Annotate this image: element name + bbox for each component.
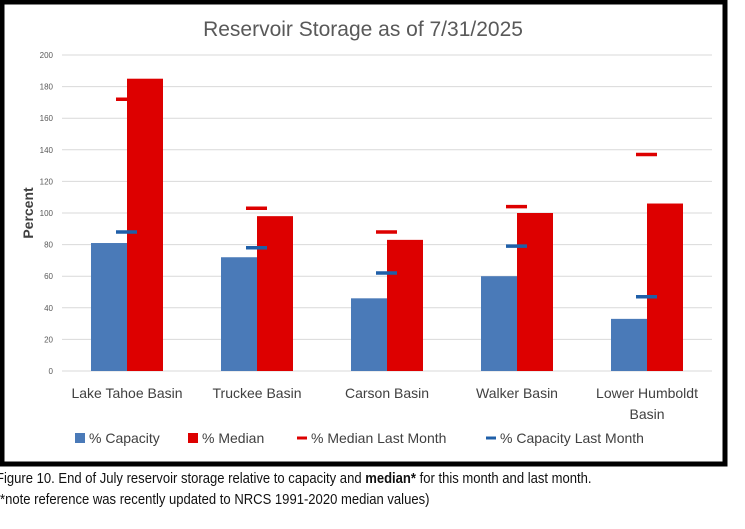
bar-median [387, 239, 423, 371]
bar-capacity [611, 318, 647, 371]
x-tick-label: Carson Basin [345, 385, 429, 401]
bar-median [127, 78, 163, 371]
y-tick-label: 180 [40, 83, 54, 92]
caption-text-end: for this month and last month. [415, 471, 592, 487]
y-tick-label: 120 [40, 177, 54, 186]
x-tick-label: Truckee Basin [213, 385, 302, 401]
bar-capacity [481, 276, 517, 371]
legend-label: % Median [202, 430, 264, 446]
bar-capacity [91, 243, 127, 371]
caption-bold: median* [365, 471, 416, 487]
y-tick-label: 20 [44, 335, 53, 344]
y-tick-label: 0 [49, 367, 54, 376]
bar-median [257, 216, 293, 371]
legend-label: % Capacity Last Month [500, 430, 644, 446]
figure-caption-line-2: *note reference was recently updated to … [0, 492, 429, 508]
bar-median [517, 213, 553, 371]
bar-capacity [351, 298, 387, 371]
y-tick-label: 140 [40, 146, 54, 155]
y-axis-label: Percent [20, 187, 36, 239]
bar-capacity [221, 257, 257, 371]
chart-title: Reservoir Storage as of 7/31/2025 [203, 18, 523, 41]
y-tick-label: 100 [40, 209, 54, 218]
legend-label: % Capacity [89, 430, 160, 446]
y-tick-label: 40 [44, 304, 53, 313]
y-tick-label: 60 [44, 272, 53, 281]
bar-median [647, 203, 683, 371]
y-tick-label: 160 [40, 114, 54, 123]
caption-text: Figure 10. End of July reservoir storage… [0, 471, 366, 487]
figure-caption-line-1: Figure 10. End of July reservoir storage… [0, 471, 592, 487]
y-tick-label: 200 [40, 51, 54, 60]
legend-swatch [75, 433, 85, 443]
y-tick-label: 80 [44, 241, 53, 250]
x-tick-label: Basin [629, 406, 664, 422]
x-tick-label: Lower Humboldt [596, 385, 698, 401]
x-tick-label: Lake Tahoe Basin [71, 385, 182, 401]
caption-note: *note reference was recently updated to … [0, 492, 430, 508]
x-tick-label: Walker Basin [476, 385, 558, 401]
legend-swatch [188, 433, 198, 443]
legend-label: % Median Last Month [311, 430, 446, 446]
